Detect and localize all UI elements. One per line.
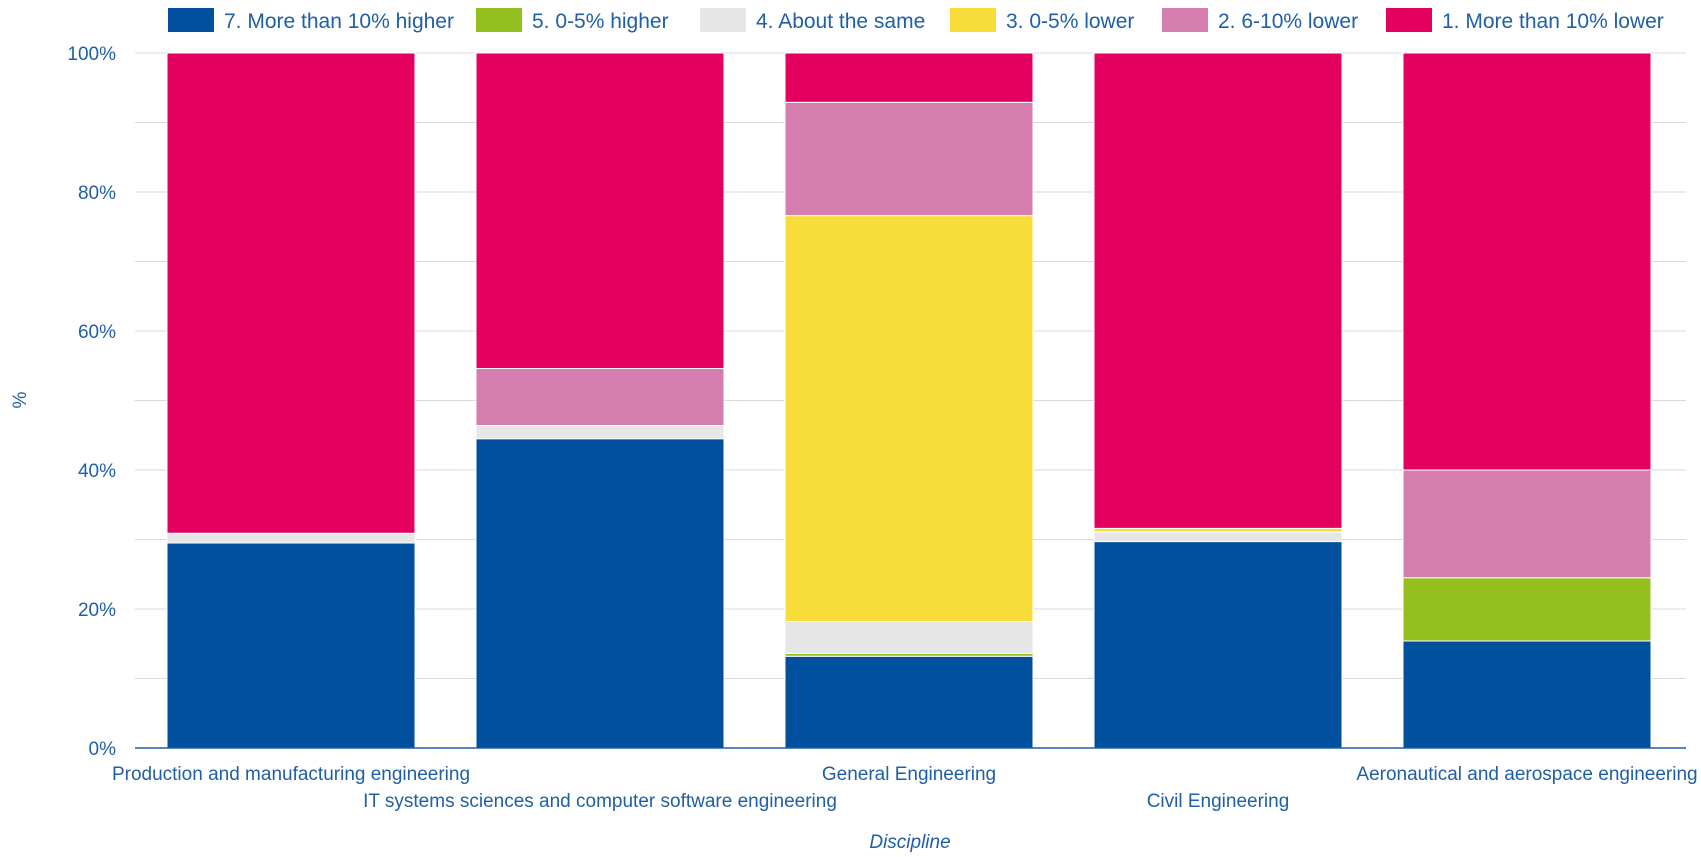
bar-segment (166, 542, 416, 749)
bar-segment (1093, 541, 1343, 749)
legend-swatch (476, 8, 522, 32)
legend-label: 7. More than 10% higher (224, 10, 454, 33)
y-tick-label: 80% (78, 183, 116, 204)
bar-segment (1402, 52, 1652, 471)
y-tick-label: 40% (78, 461, 116, 482)
legend-label: 4. About the same (756, 10, 925, 33)
y-tick-label: 0% (89, 739, 117, 760)
legend-label: 1. More than 10% lower (1442, 10, 1664, 33)
bar-segment (1402, 640, 1652, 749)
bar-segment (166, 52, 416, 534)
x-category-label: General Engineering (822, 764, 996, 785)
legend-swatch (168, 8, 214, 32)
legend-swatch (950, 8, 996, 32)
x-axis-categories: Production and manufacturing engineering… (112, 764, 1698, 812)
legend-swatch (700, 8, 746, 32)
legend-label: 5. 0-5% higher (532, 10, 669, 33)
y-tick-label: 20% (78, 600, 116, 621)
legend: 7. More than 10% higher 5. 0-5% higher 4. … (168, 8, 1664, 33)
bar-segment (475, 368, 725, 427)
y-axis-label: % (10, 391, 31, 408)
bar-segment (784, 215, 1034, 623)
x-category-label: Production and manufacturing engineering (112, 764, 470, 785)
legend-label: 2. 6-10% lower (1218, 10, 1358, 33)
x-category-label: Aeronautical and aerospace engineering (1356, 764, 1697, 785)
bar-segment (475, 425, 725, 440)
x-category-label: IT systems sciences and computer softwar… (363, 791, 837, 812)
bar-segment (475, 438, 725, 749)
bar-segment (784, 52, 1034, 103)
bars (166, 52, 1652, 749)
bar-segment (166, 532, 416, 544)
bar-segment (475, 52, 725, 370)
x-axis-label: Discipline (869, 832, 950, 852)
bar-segment (1093, 531, 1343, 543)
bar-segment (784, 101, 1034, 217)
bar-segment (1402, 577, 1652, 642)
bar-segment (784, 655, 1034, 749)
legend-swatch (1162, 8, 1208, 32)
x-category-label: Civil Engineering (1147, 791, 1290, 812)
bar-segment (1093, 527, 1343, 533)
bar-segment (1402, 469, 1652, 579)
bar-segment (1093, 52, 1343, 529)
y-axis-ticks: 0% 20% 40% 60% 80% 100% (67, 44, 116, 760)
y-tick-label: 100% (67, 44, 116, 65)
bar-segment (784, 621, 1034, 654)
y-tick-label: 60% (78, 322, 116, 343)
legend-swatch (1386, 8, 1432, 32)
legend-label: 3. 0-5% lower (1006, 10, 1134, 33)
